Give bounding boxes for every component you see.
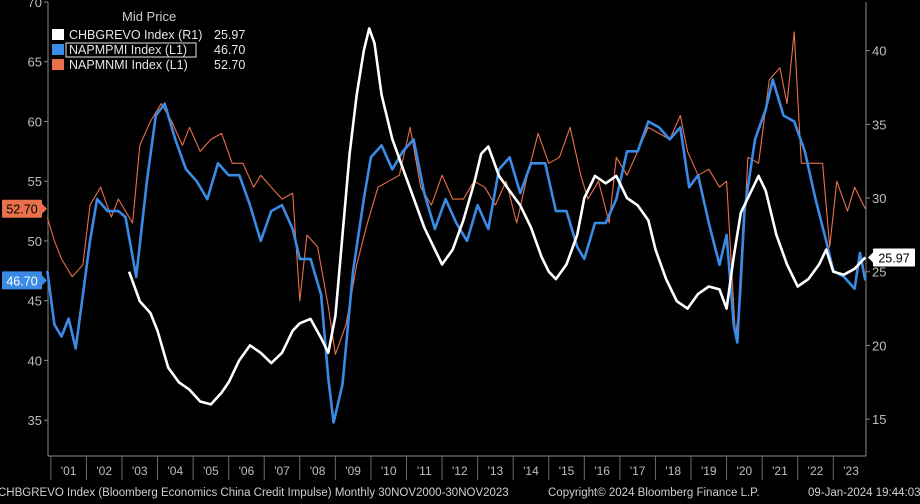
x-tick-label: '15 bbox=[559, 464, 575, 478]
badge-napmnmi-text: 52.70 bbox=[6, 203, 37, 217]
x-tick-label: '05 bbox=[203, 464, 219, 478]
series-line-napmnmi bbox=[46, 31, 866, 355]
badge-chbgrevo-text: 25.97 bbox=[878, 251, 909, 265]
right-tick-label: 30 bbox=[872, 191, 886, 206]
footer-copyright: Copyright© 2024 Bloomberg Finance L.P. bbox=[548, 487, 760, 499]
right-tick-label: 25 bbox=[872, 265, 886, 280]
left-tick-label: 40 bbox=[28, 353, 42, 368]
footer-source: CHBGREVO Index (Bloomberg Economics Chin… bbox=[0, 487, 509, 499]
x-tick-label: '17 bbox=[630, 464, 646, 478]
x-tick-label: '07 bbox=[274, 464, 290, 478]
legend: Mid Price CHBGREVO Index (R1) 25.97 NAPMPMI… bbox=[52, 9, 245, 72]
series-lines bbox=[46, 27, 867, 424]
x-tick-label: '02 bbox=[96, 464, 112, 478]
x-tick-label: '01 bbox=[61, 464, 77, 478]
footer-timestamp: 09-Jan-2024 19:44:03 bbox=[808, 487, 920, 499]
x-tick-label: '21 bbox=[772, 464, 788, 478]
legend-item-label: CHBGREVO Index (R1) bbox=[69, 28, 202, 42]
legend-item-label: NAPMPMI Index (L1) bbox=[69, 43, 187, 57]
badge-napmpmi-text: 46.70 bbox=[6, 274, 37, 288]
axes: 35 40 45 50 55 60 65 70 15 20 25 30 35 40 '01 '02 '03 '04… bbox=[28, 0, 886, 480]
right-tick-label: 35 bbox=[872, 117, 886, 132]
right-tick-label: 15 bbox=[872, 412, 886, 427]
x-tick-label: '08 bbox=[310, 464, 326, 478]
x-tick-label: '09 bbox=[345, 464, 361, 478]
legend-swatch bbox=[52, 59, 64, 70]
legend-selection-box bbox=[65, 42, 197, 58]
left-tick-label: 55 bbox=[28, 174, 42, 189]
badge-napmpmi-arrow bbox=[42, 275, 47, 286]
x-tick-label: '16 bbox=[594, 464, 610, 478]
right-tick-label: 40 bbox=[872, 44, 886, 59]
x-tick-label: '19 bbox=[701, 464, 717, 478]
value-badges: 52.70 46.70 25.97 bbox=[2, 199, 915, 290]
x-tick-label: '06 bbox=[239, 464, 255, 478]
badge-chbgrevo-arrow bbox=[868, 252, 873, 263]
badge-napmnmi-box bbox=[2, 199, 42, 218]
left-tick-label: 35 bbox=[28, 413, 42, 428]
legend-item-value: 25.97 bbox=[214, 28, 245, 42]
x-tick-label: '20 bbox=[737, 464, 753, 478]
legend-item-value: 46.70 bbox=[214, 43, 245, 57]
left-tick-label: 45 bbox=[28, 294, 42, 309]
x-tick-label: '10 bbox=[381, 464, 397, 478]
badge-napmnmi-arrow bbox=[42, 203, 47, 214]
legend-swatch bbox=[52, 29, 64, 40]
x-tick-label: '04 bbox=[168, 464, 184, 478]
badge-napmpmi-box bbox=[2, 271, 42, 290]
right-tick-label: 20 bbox=[872, 338, 886, 353]
series-line-napmpmi bbox=[46, 78, 867, 424]
x-tick-label: '11 bbox=[417, 464, 432, 478]
left-tick-label: 60 bbox=[28, 114, 42, 129]
x-tick-label: '03 bbox=[132, 464, 148, 478]
legend-title: Mid Price bbox=[122, 9, 176, 24]
legend-item-label: NAPMNMI Index (L1) bbox=[69, 58, 188, 72]
x-tick-label: '12 bbox=[452, 464, 468, 478]
x-tick-label: '13 bbox=[488, 464, 504, 478]
x-tick-label: '14 bbox=[523, 464, 539, 478]
badge-chbgrevo-box bbox=[873, 248, 915, 267]
series-line-chbgrevo bbox=[127, 27, 867, 406]
left-tick-label: 65 bbox=[28, 55, 42, 70]
left-tick-label: 50 bbox=[28, 234, 42, 249]
x-tick-label: '23 bbox=[843, 464, 859, 478]
legend-item-value: 52.70 bbox=[214, 58, 245, 72]
legend-swatch bbox=[52, 44, 64, 55]
x-tick-label: '22 bbox=[808, 464, 824, 478]
left-tick-label: 70 bbox=[28, 0, 42, 10]
x-tick-label: '18 bbox=[665, 464, 681, 478]
